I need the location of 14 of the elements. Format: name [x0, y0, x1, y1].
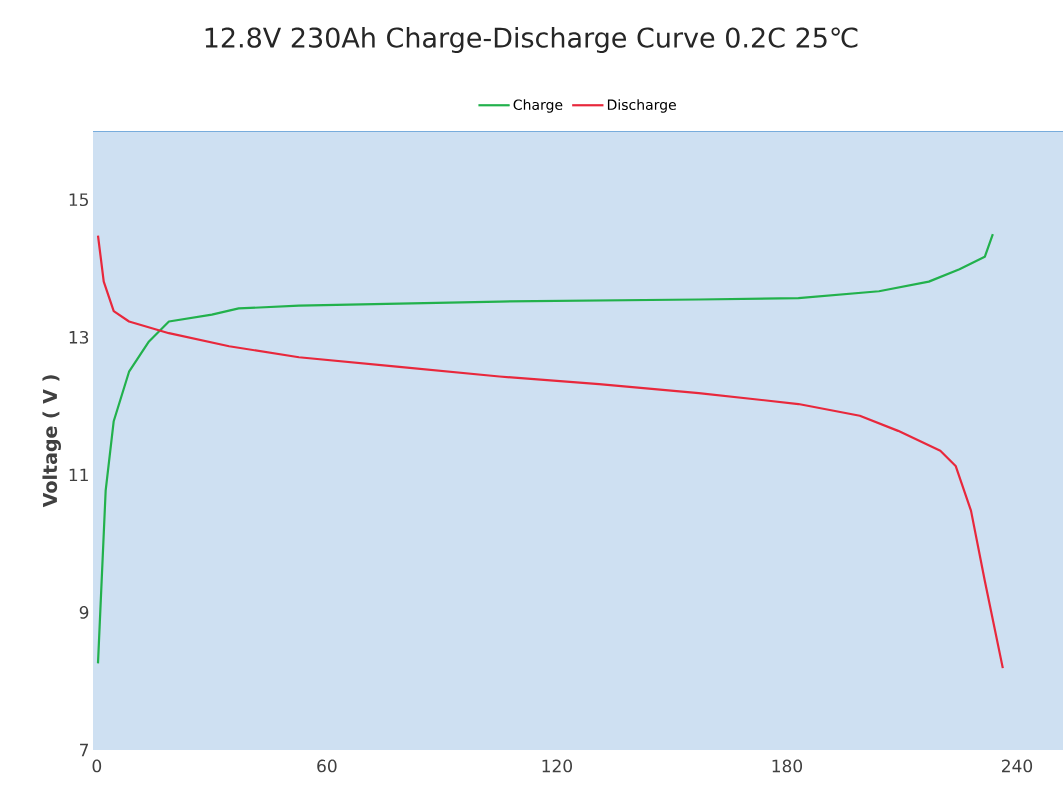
x-tick-label: 60	[317, 759, 337, 773]
y-tick-label: 13	[69, 330, 89, 344]
x-tick-label: 240	[1002, 759, 1033, 773]
x-tick-label: 0	[92, 759, 102, 773]
y-tick-label: 15	[69, 193, 88, 207]
y-axis-title: Voltage ( V )	[42, 375, 61, 508]
legend-label: Charge	[513, 99, 563, 113]
y-tick-label: 9	[79, 605, 89, 619]
y-tick-label: 7	[80, 743, 89, 757]
legend-label: Discharge	[607, 99, 676, 113]
x-tick-label: 120	[542, 759, 573, 773]
chart-title: 12.8V 230Ah Charge-Discharge Curve 0.2C 25℃	[205, 26, 858, 54]
y-tick-label: 11	[69, 468, 88, 482]
x-tick-label: 180	[772, 759, 803, 773]
